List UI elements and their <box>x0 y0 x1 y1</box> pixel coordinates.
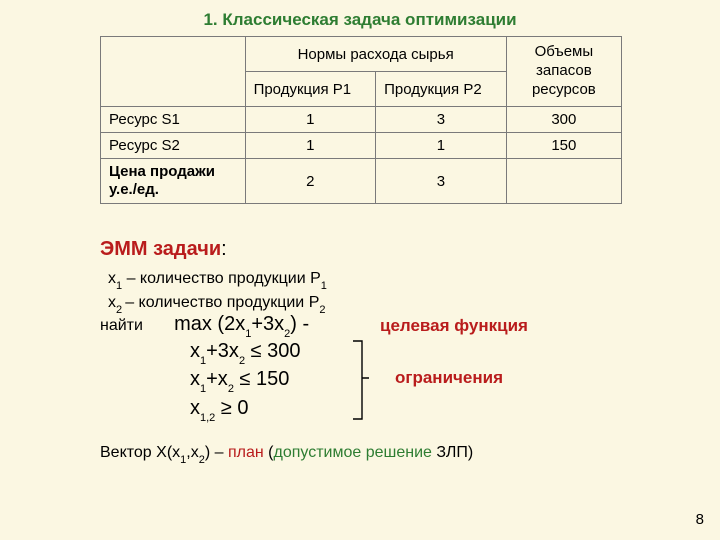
constraint-3: х1,2 ≥ 0 <box>190 395 301 423</box>
table-corner <box>101 37 246 107</box>
cell-p1: 1 <box>245 133 376 159</box>
price-p1: 2 <box>245 159 376 204</box>
emm-heading: ЭММ задачи: <box>100 238 227 261</box>
price-l2: у.е./ед. <box>109 181 159 198</box>
bracket-icon <box>352 340 370 420</box>
cell-p1: 1 <box>245 107 376 133</box>
plan-word: план <box>228 444 264 461</box>
find-label: найти <box>100 317 143 334</box>
table-row: Ресурс S1 1 3 300 <box>101 107 622 133</box>
table-row-price: Цена продажи у.е./ед. 2 3 <box>101 159 622 204</box>
price-stock <box>506 159 621 204</box>
constraints-block: х1+3х2 ≤ 300 х1+х2 ≤ 150 х1,2 ≥ 0 <box>190 338 301 423</box>
table-row: Ресурс S2 1 1 150 <box>101 133 622 159</box>
constraint-1: х1+3х2 ≤ 300 <box>190 338 301 366</box>
row-label: Ресурс S1 <box>101 107 246 133</box>
emm-heading-text: ЭММ задачи <box>100 238 221 260</box>
cell-stock: 150 <box>506 133 621 159</box>
resource-table: Нормы расхода сырья Объемы запасов ресур… <box>100 36 622 204</box>
col-p2: Продукция Р2 <box>376 72 507 107</box>
stock-l2: запасов <box>536 62 592 79</box>
def-x1: х1 – количество продукции Р1 <box>108 268 327 292</box>
header-stock: Объемы запасов ресурсов <box>506 37 621 107</box>
feasible-word: допустимое решение <box>273 444 431 461</box>
col-p1: Продукция Р1 <box>245 72 376 107</box>
price-label: Цена продажи у.е./ед. <box>101 159 246 204</box>
vector-line: Вектор Х(х1,х2) – план (допустимое решен… <box>100 444 473 464</box>
constraint-2: х1+х2 ≤ 150 <box>190 366 301 394</box>
constraints-label: ограничения <box>395 368 503 388</box>
slide-title: 1. Классическая задача оптимизации <box>0 10 720 30</box>
variable-definitions: х1 – количество продукции Р1 х2 – количе… <box>108 268 327 316</box>
max-expression: max (2х1+3х2) - <box>174 313 309 335</box>
cell-stock: 300 <box>506 107 621 133</box>
page-number: 8 <box>696 511 704 528</box>
objective-label: целевая функция <box>380 316 528 336</box>
cell-p2: 1 <box>376 133 507 159</box>
price-l1: Цена продажи <box>109 163 215 180</box>
stock-l3: ресурсов <box>532 81 596 98</box>
price-p2: 3 <box>376 159 507 204</box>
cell-p2: 3 <box>376 107 507 133</box>
header-consumption: Нормы расхода сырья <box>245 37 506 72</box>
row-label: Ресурс S2 <box>101 133 246 159</box>
find-line: найти max (2х1+3х2) - <box>100 313 309 338</box>
stock-l1: Объемы <box>535 43 594 60</box>
